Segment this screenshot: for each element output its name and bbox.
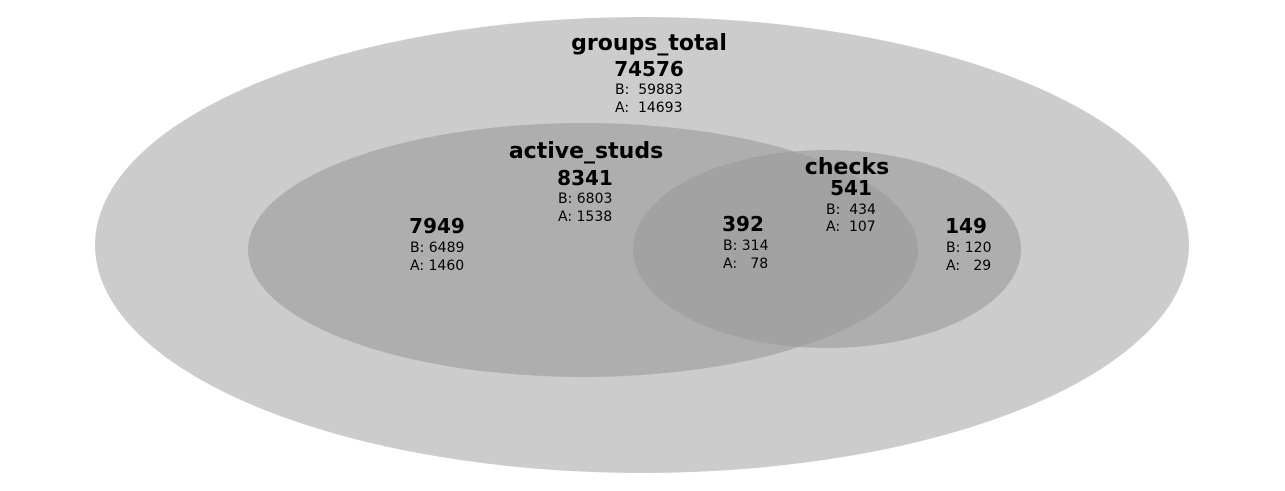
intersection-a-count: A: 78 <box>723 256 769 272</box>
active-studs-b-count: B: 6803 <box>558 191 613 207</box>
checks-count: 541 <box>830 176 872 200</box>
intersection-b-count: B: 314 <box>723 238 769 254</box>
active-studs-name: active_studs <box>508 139 664 164</box>
active-only-b-count: B: 6489 <box>410 240 465 256</box>
checks-a-count: A: 107 <box>826 219 876 235</box>
groups-total-name: groups_total <box>571 31 727 56</box>
groups-total-a-count: A: 14693 <box>615 100 683 116</box>
active-only-count: 7949 <box>409 214 465 238</box>
intersection-count: 392 <box>722 212 764 236</box>
groups-total-count: 74576 <box>614 57 684 81</box>
checks-only-a-count: A: 29 <box>946 258 992 274</box>
active-studs-a-count: A: 1538 <box>558 209 613 225</box>
checks-name: checks <box>804 155 890 180</box>
checks-only-b-count: B: 120 <box>946 240 992 256</box>
groups-total-b-count: B: 59883 <box>615 82 683 98</box>
checks-ellipse <box>633 150 1021 348</box>
checks-only-count: 149 <box>945 214 987 238</box>
active-only-a-count: A: 1460 <box>410 258 465 274</box>
active-studs-count: 8341 <box>557 166 613 190</box>
checks-b-count: B: 434 <box>826 202 876 218</box>
